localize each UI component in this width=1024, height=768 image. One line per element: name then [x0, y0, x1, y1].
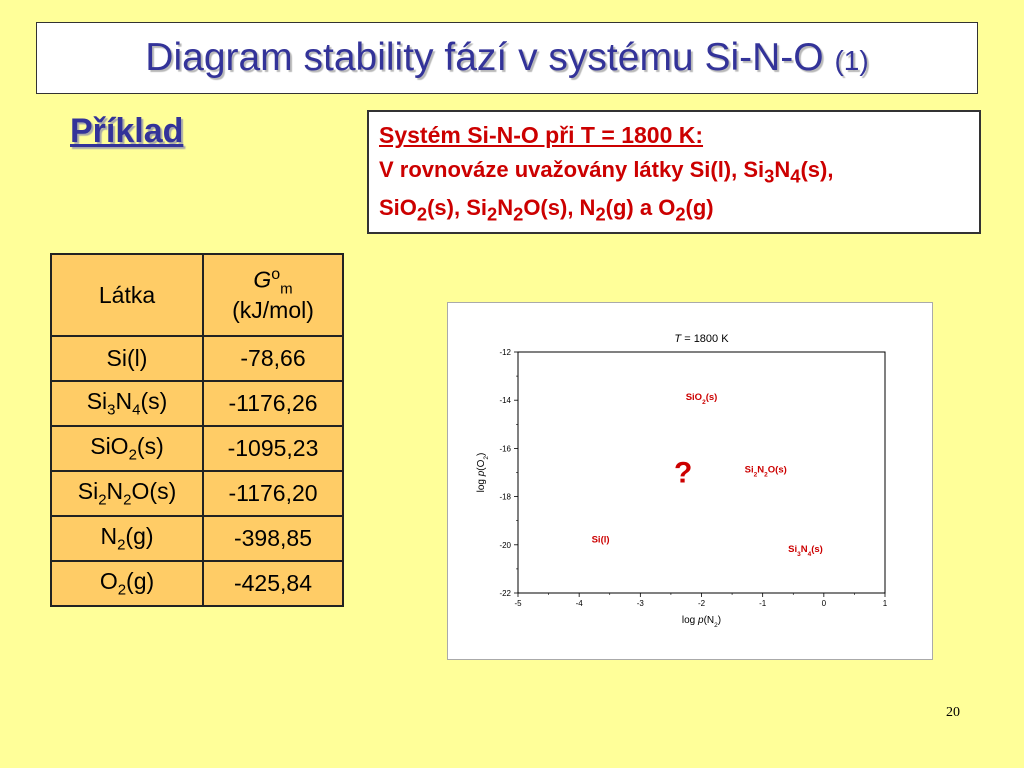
stability-diagram: T = 1800 K -5 -4 -3 -2 -1 0 1 -12 -14 -16 -18 -20 -22… [476, 333, 888, 629]
system-box: Systém Si-N-O při T = 1800 K: V rovnováz… [367, 110, 981, 234]
x-tick-label: -5 [514, 599, 522, 608]
plot-frame [517, 351, 886, 594]
section-label: Příklad [70, 112, 184, 150]
y-tick-label: -12 [499, 348, 511, 357]
substance-cell: Si3N4(s) [50, 380, 204, 427]
table-row: Si2N2O(s) -1176,20 [50, 470, 344, 517]
substance-cell: N2(g) [50, 515, 204, 562]
title-box: Diagram stability fází v systému Si-N-O … [36, 22, 978, 94]
y-tick-label: -20 [499, 541, 511, 550]
value-cell: -78,66 [202, 335, 344, 382]
region-label: SiO2(s) [686, 392, 718, 406]
substance-cell: Si(l) [50, 335, 204, 382]
substance-cell: Si2N2O(s) [50, 470, 204, 517]
x-axis-label: log p(N2) [682, 615, 721, 629]
slide-title: Diagram stability fází v systému Si-N-O … [145, 36, 868, 80]
region-label: Si3N4(s) [788, 544, 823, 558]
value-cell: -1176,26 [202, 380, 344, 427]
y-axis-label: log p(O2) [476, 453, 490, 493]
x-tick-label: -1 [759, 599, 767, 608]
table-row: Si3N4(s) -1176,26 [50, 380, 344, 427]
chart-title: T = 1800 K [674, 333, 729, 345]
gibbs-energy-table: Látka Gom (kJ/mol) Si(l) -78,66 Si3N4(s) … [50, 253, 344, 607]
x-tick-label: 0 [822, 599, 827, 608]
system-heading: Systém Si-N-O při T = 1800 K: [379, 122, 704, 148]
region-label: Si(l) [592, 534, 610, 545]
region-label: Si2N2O(s) [745, 465, 787, 479]
table-row: Si(l) -78,66 [50, 335, 344, 382]
title-suffix: (1) [834, 45, 869, 76]
value-cell: -1176,20 [202, 470, 344, 517]
table-row: O2(g) -425,84 [50, 560, 344, 607]
title-main: Diagram stability fází v systému Si-N-O [145, 36, 835, 79]
header-substance: Látka [50, 253, 204, 337]
y-tick-label: -14 [499, 396, 511, 405]
y-tick-label: -22 [499, 589, 511, 598]
x-tick-label: -4 [576, 599, 584, 608]
question-mark: ? [674, 457, 692, 490]
x-tick-label: -3 [637, 599, 645, 608]
substance-cell: O2(g) [50, 560, 204, 607]
x-tick-label: -2 [698, 599, 706, 608]
chart-box: T = 1800 K -5 -4 -3 -2 -1 0 1 -12 -14 -16 -18 -20 -22… [447, 302, 933, 660]
page-number: 20 [946, 705, 960, 720]
table-row: SiO2(s) -1095,23 [50, 425, 344, 472]
substance-cell: SiO2(s) [50, 425, 204, 472]
header-gibbs: Gom (kJ/mol) [202, 253, 344, 337]
system-line-1: V rovnováze uvažovány látky Si(l), Si3N4… [379, 157, 834, 187]
table-header-row: Látka Gom (kJ/mol) [50, 253, 344, 337]
value-cell: -398,85 [202, 515, 344, 562]
system-line-2: SiO2(s), Si2N2O(s), N2(g) a O2(g) [379, 195, 714, 225]
y-tick-label: -18 [499, 493, 511, 502]
y-tick-label: -16 [499, 444, 511, 453]
x-tick-label: 1 [883, 599, 888, 608]
value-cell: -1095,23 [202, 425, 344, 472]
value-cell: -425,84 [202, 560, 344, 607]
table-row: N2(g) -398,85 [50, 515, 344, 562]
